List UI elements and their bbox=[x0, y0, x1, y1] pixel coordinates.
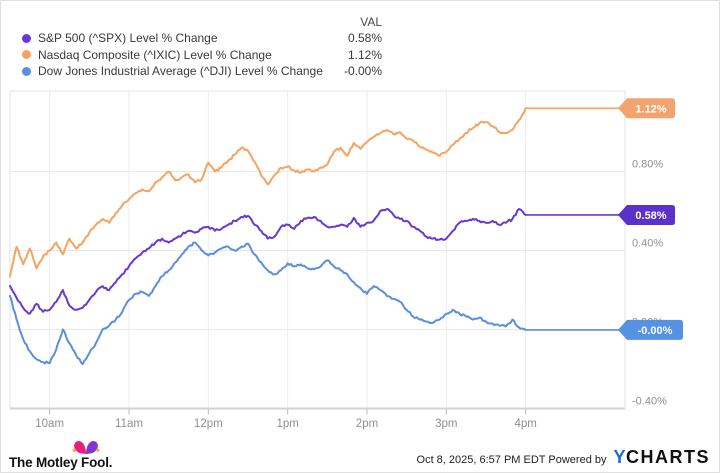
legend-item-ixic: Nasdaq Composite (^IXIC) Level % Change … bbox=[22, 47, 382, 64]
value-badge-ixic bbox=[618, 98, 675, 119]
legend-val-header: VAL bbox=[22, 15, 382, 30]
x-tick-label: 3pm bbox=[435, 418, 457, 430]
timestamp: Oct 8, 2025, 6:57 PM EDT bbox=[416, 454, 546, 466]
y-tick-label: -0.40% bbox=[632, 396, 667, 408]
series-line-dji bbox=[9, 241, 527, 366]
ycharts-wordmark: CHARTS bbox=[626, 447, 710, 467]
legend-item-value: -0.00% bbox=[343, 64, 382, 79]
legend-item-value: 0.58% bbox=[347, 31, 382, 46]
motley-fool-wordmark: The Motley Fool. bbox=[9, 455, 113, 470]
value-badge-label-ixic: 1.12% bbox=[635, 103, 666, 115]
y-tick-label: 0.80% bbox=[632, 159, 663, 171]
value-badge-dji bbox=[618, 319, 683, 340]
legend-item-label: Dow Jones Industrial Average (^DJI) Leve… bbox=[38, 64, 323, 79]
x-tick-label: 4pm bbox=[514, 418, 536, 430]
ycharts-logo: Y bbox=[613, 447, 626, 467]
powered-by-label: Powered by bbox=[548, 454, 607, 466]
value-badge-spx bbox=[618, 204, 675, 225]
chart-attribution: Oct 8, 2025, 6:57 PM EDT Powered by Y CH… bbox=[417, 447, 710, 468]
value-badge-label-dji: -0.00% bbox=[638, 325, 673, 337]
legend-item-value: 1.12% bbox=[347, 47, 382, 62]
timestamp-and-powered-by: Oct 8, 2025, 6:57 PM EDT Powered by bbox=[417, 454, 607, 466]
x-tick-label: 2pm bbox=[356, 418, 378, 430]
legend: VAL S&P 500 (^SPX) Level % Change 0.58% … bbox=[22, 15, 382, 80]
series-line-spx bbox=[9, 208, 527, 315]
legend-item-label: S&P 500 (^SPX) Level % Change bbox=[38, 31, 218, 46]
x-tick-label: 12pm bbox=[194, 418, 223, 430]
series-line-ixic bbox=[9, 107, 527, 278]
x-tick-label: 10am bbox=[35, 418, 64, 430]
legend-item-dji: Dow Jones Industrial Average (^DJI) Leve… bbox=[22, 63, 382, 80]
dji-series-dot-icon bbox=[22, 66, 31, 76]
motley-fool-logo: The Motley Fool. bbox=[9, 438, 149, 470]
ixic-series-dot-icon bbox=[22, 50, 31, 60]
spx-series-dot-icon bbox=[22, 33, 31, 43]
x-tick-label: 1pm bbox=[276, 418, 298, 430]
val-header-label: VAL bbox=[360, 15, 382, 29]
y-tick-label: 0.40% bbox=[632, 238, 663, 250]
x-tick-label: 11am bbox=[115, 418, 143, 430]
legend-item-label: Nasdaq Composite (^IXIC) Level % Change bbox=[38, 47, 272, 62]
value-badge-label-spx: 0.58% bbox=[635, 210, 666, 222]
legend-item-spx: S&P 500 (^SPX) Level % Change 0.58% bbox=[22, 30, 382, 47]
jester-cap-icon bbox=[72, 441, 100, 454]
